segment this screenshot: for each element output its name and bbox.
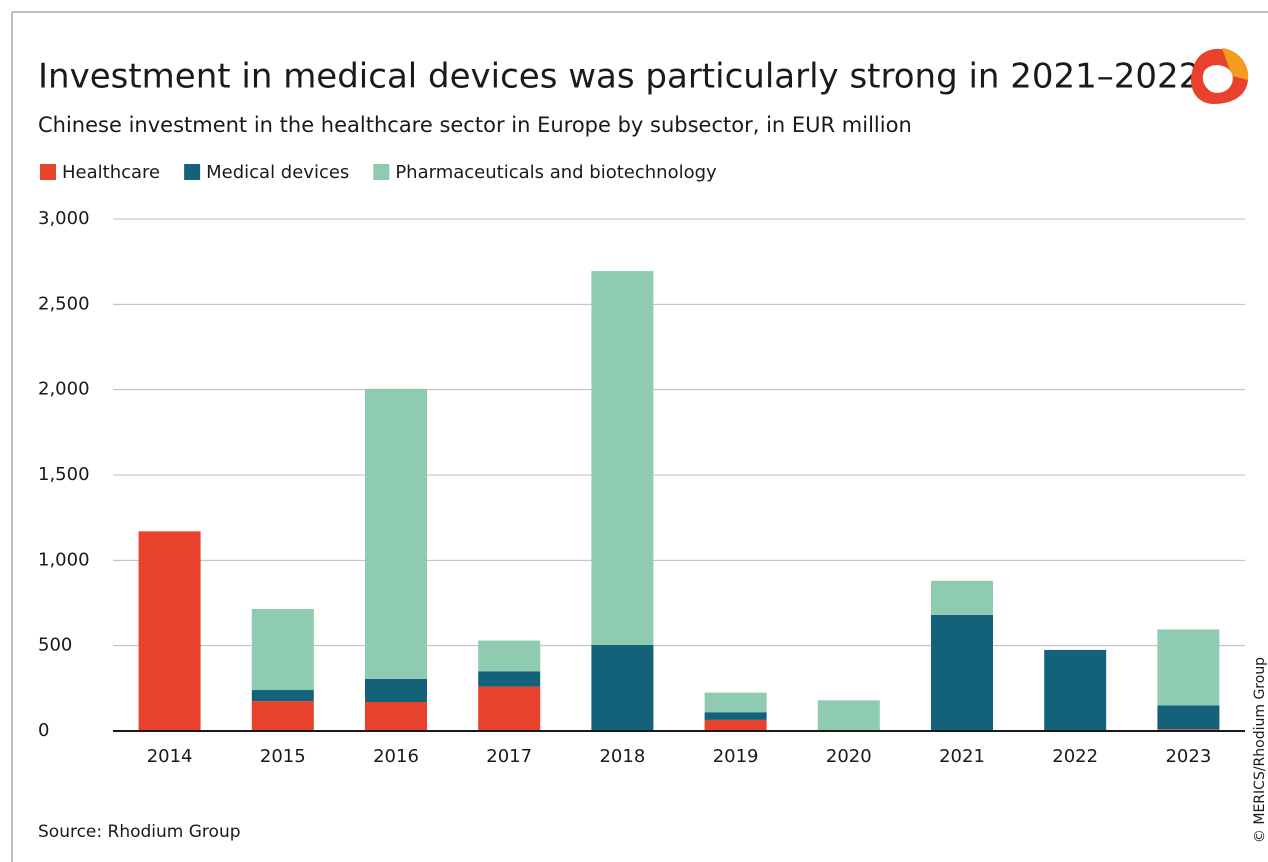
bar-segment	[251, 690, 314, 702]
bar-segment	[478, 686, 541, 731]
bar-segment	[478, 671, 541, 687]
bar-segment	[704, 692, 767, 713]
bar-segment	[365, 701, 427, 731]
credit: © MERICS/Rhodium Group	[1252, 657, 1268, 843]
y-tick-label: 1,000	[38, 549, 90, 570]
x-tick-label: 2017	[486, 746, 532, 767]
y-tick-label: 2,000	[38, 379, 90, 400]
y-tick-label: 0	[38, 720, 49, 741]
bar-segment	[1157, 705, 1220, 730]
legend-label: Pharmaceuticals and biotechnology	[395, 162, 717, 183]
legend-label: Medical devices	[206, 162, 349, 183]
y-tick-label: 3,000	[38, 208, 90, 229]
bar-segment	[704, 712, 767, 720]
bar-segment	[1044, 649, 1107, 731]
bar-segment	[704, 719, 767, 731]
y-tick-label: 2,500	[38, 293, 90, 314]
x-tick-label: 2023	[1165, 746, 1211, 767]
logo	[1190, 48, 1249, 104]
bar-segment	[1157, 629, 1220, 706]
y-tick-label: 500	[38, 635, 72, 656]
x-tick-label: 2021	[939, 746, 985, 767]
bar-segment	[365, 388, 427, 679]
legend-swatch	[40, 164, 56, 180]
bar-segment	[591, 271, 654, 645]
x-tick-label: 2015	[260, 746, 306, 767]
legend-swatch	[373, 164, 390, 180]
bar-segment	[138, 531, 201, 731]
x-tick-label: 2019	[713, 746, 759, 767]
x-tick-label: 2014	[147, 746, 193, 767]
source: Source: Rhodium Group	[38, 822, 241, 842]
chart-title: Investment in medical devices was partic…	[38, 57, 1200, 97]
x-tick-label: 2018	[599, 746, 645, 767]
x-tick-label: 2016	[373, 746, 419, 767]
bar-segment	[365, 678, 427, 702]
bar-segment	[817, 700, 880, 731]
legend-label: Healthcare	[62, 162, 160, 183]
bar-segment	[591, 644, 654, 731]
bar-segment	[931, 580, 993, 615]
chart-subtitle: Chinese investment in the healthcare sec…	[38, 113, 912, 137]
bar-segment	[478, 640, 541, 672]
bar-segment	[931, 614, 993, 731]
legend-swatch	[184, 164, 201, 180]
bar-segment	[251, 608, 314, 691]
x-tick-label: 2020	[826, 746, 872, 767]
bar-segment	[251, 701, 314, 731]
x-tick-label: 2022	[1052, 746, 1098, 767]
y-tick-label: 1,500	[38, 464, 90, 485]
